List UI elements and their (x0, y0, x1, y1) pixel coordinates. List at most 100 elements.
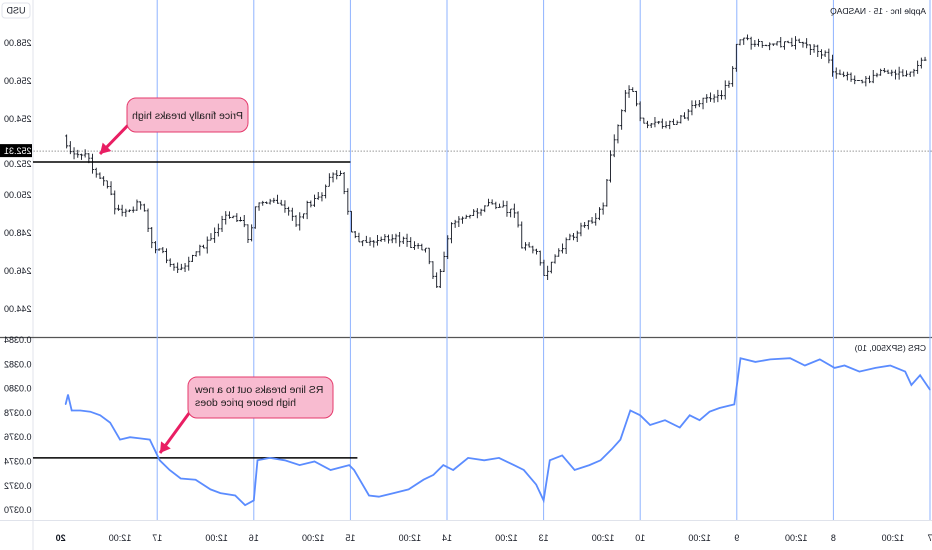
ohlc-bar (668, 120, 672, 130)
ohlc-bar (819, 49, 823, 59)
time-tick-label: 12:00 (205, 533, 228, 543)
ohlc-bar (131, 206, 135, 213)
ohlc-bar (660, 118, 664, 129)
time-tick-label: 13 (539, 533, 549, 543)
ohlc-bar (427, 247, 431, 265)
ohlc-bar (653, 117, 657, 128)
callout-price-arrow-head (100, 142, 112, 154)
ohlc-bar (623, 89, 627, 113)
ohlc-bar (412, 241, 416, 250)
ohlc-bar (383, 234, 387, 242)
rs-point (234, 494, 236, 497)
ohlc-bar (161, 246, 165, 254)
ohlc-bar (757, 38, 761, 47)
ohlc-bar (816, 44, 820, 58)
ohlc-bar (364, 235, 368, 243)
ohlc-bar (834, 67, 838, 79)
rs-point (378, 496, 380, 498)
ohlc-bar (105, 180, 109, 189)
ohlc-bar (631, 87, 635, 92)
ohlc-bar (398, 232, 402, 247)
ohlc-bar (227, 211, 231, 219)
rs-point (929, 389, 931, 391)
ohlc-bar (738, 39, 742, 46)
ohlc-bar (268, 198, 272, 205)
ohlc-bar (94, 167, 98, 178)
currency-label: USD (6, 6, 26, 16)
ohlc-bar (442, 251, 446, 272)
ohlc-bar (768, 42, 772, 51)
ohlc-bar (120, 204, 124, 217)
time-tick-label: 16 (249, 533, 259, 543)
rs-point (588, 464, 591, 466)
ohlc-bar (449, 222, 453, 244)
ohlc-bar (616, 124, 620, 144)
ohlc-bar (664, 121, 668, 129)
rs-point (535, 483, 537, 486)
rs-point (561, 454, 563, 457)
ohlc-bar (727, 80, 731, 88)
ohlc-bar (731, 66, 735, 87)
ohlc-bar (153, 241, 157, 254)
ohlc-bar (923, 56, 927, 61)
ohlc-bar (113, 190, 117, 215)
time-tick-label: 12:00 (302, 533, 325, 543)
ohlc-bar (416, 243, 420, 249)
rs-point (467, 457, 469, 459)
rs-point (483, 459, 485, 461)
ohlc-bar (405, 233, 409, 247)
last-price-label: 252.31 (4, 146, 32, 156)
ohlc-bar (882, 68, 886, 73)
ohlc-bar (165, 248, 169, 264)
ohlc-bar (686, 109, 690, 121)
time-tick-label: 15 (345, 533, 355, 543)
ohlc-bar (483, 205, 487, 213)
rs-point (513, 464, 515, 466)
rs-point (109, 422, 111, 424)
ohlc-bar (475, 208, 479, 219)
ohlc-bar (79, 153, 83, 160)
ohlc-bar (309, 200, 313, 208)
ohlc-bar (705, 94, 709, 103)
rs-tick-label: 0.0378 (4, 408, 32, 418)
ohlc-bar (853, 75, 857, 85)
ohlc-bar (109, 181, 113, 196)
ohlc-bar (250, 224, 254, 242)
ohlc-bar (864, 76, 868, 87)
rs-point (819, 358, 821, 361)
rs-point (79, 409, 82, 412)
rs-point (611, 448, 613, 450)
ohlc-bar (294, 215, 298, 227)
ohlc-bar (849, 72, 853, 82)
ohlc-bar (597, 207, 601, 221)
rs-point (452, 469, 454, 471)
ohlc-bar (879, 68, 883, 76)
rs-point (180, 477, 182, 480)
rs-point (804, 364, 806, 367)
ohlc-bar (675, 120, 679, 125)
ohlc-bar (305, 200, 309, 220)
rs-point (874, 367, 877, 369)
ohlc-bar (716, 89, 720, 103)
rs-point (708, 411, 711, 413)
price-tick-label: 248.00 (4, 228, 32, 238)
callout-price-box[interactable] (126, 97, 249, 133)
time-tick-label: 8 (831, 533, 836, 543)
currency-box[interactable] (1, 2, 31, 19)
ohlc-bar (298, 212, 302, 231)
callout-rs-box[interactable] (187, 376, 334, 419)
ohlc-bar (575, 230, 579, 242)
ohlc-bar (102, 176, 106, 186)
rs-point (789, 357, 791, 359)
rs-point (89, 411, 91, 413)
ohlc-bar (313, 194, 317, 207)
ohlc-bar (76, 149, 80, 158)
ohlc-bar (390, 234, 394, 244)
ohlc-bar (209, 233, 213, 241)
rs-point (549, 459, 551, 461)
ohlc-bar (797, 38, 801, 43)
ohlc-bar (838, 69, 842, 75)
ohlc-bar (457, 216, 461, 227)
rs-point (834, 367, 836, 369)
